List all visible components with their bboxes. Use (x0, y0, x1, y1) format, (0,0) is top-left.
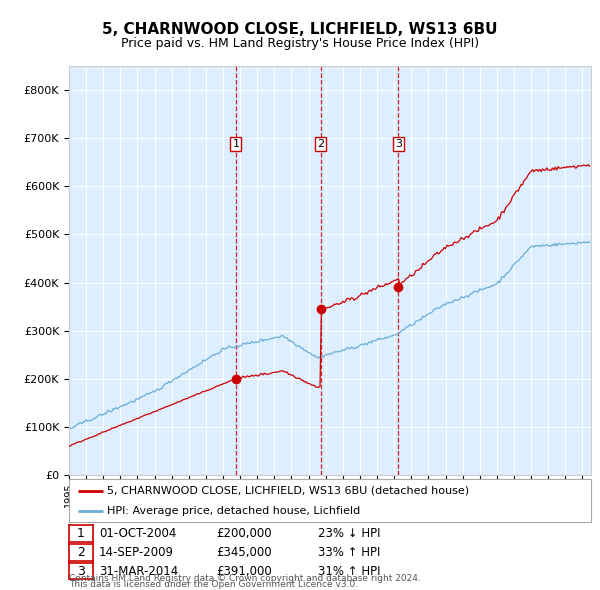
Text: 31% ↑ HPI: 31% ↑ HPI (318, 565, 380, 578)
Text: 2: 2 (317, 139, 325, 149)
Text: This data is licensed under the Open Government Licence v3.0.: This data is licensed under the Open Gov… (69, 581, 358, 589)
Text: Contains HM Land Registry data © Crown copyright and database right 2024.: Contains HM Land Registry data © Crown c… (69, 574, 421, 583)
Text: 5, CHARNWOOD CLOSE, LICHFIELD, WS13 6BU: 5, CHARNWOOD CLOSE, LICHFIELD, WS13 6BU (102, 22, 498, 37)
Text: 3: 3 (77, 565, 85, 578)
Text: 2: 2 (77, 546, 85, 559)
Text: 1: 1 (232, 139, 239, 149)
Text: HPI: Average price, detached house, Lichfield: HPI: Average price, detached house, Lich… (107, 506, 361, 516)
Text: 31-MAR-2014: 31-MAR-2014 (99, 565, 178, 578)
Text: 3: 3 (395, 139, 402, 149)
Text: 01-OCT-2004: 01-OCT-2004 (99, 527, 176, 540)
Text: £345,000: £345,000 (216, 546, 272, 559)
Text: £391,000: £391,000 (216, 565, 272, 578)
Text: Price paid vs. HM Land Registry's House Price Index (HPI): Price paid vs. HM Land Registry's House … (121, 37, 479, 50)
Text: 33% ↑ HPI: 33% ↑ HPI (318, 546, 380, 559)
Text: 5, CHARNWOOD CLOSE, LICHFIELD, WS13 6BU (detached house): 5, CHARNWOOD CLOSE, LICHFIELD, WS13 6BU … (107, 486, 469, 496)
Text: 1: 1 (77, 527, 85, 540)
Text: 23% ↓ HPI: 23% ↓ HPI (318, 527, 380, 540)
Text: 14-SEP-2009: 14-SEP-2009 (99, 546, 174, 559)
Text: £200,000: £200,000 (216, 527, 272, 540)
